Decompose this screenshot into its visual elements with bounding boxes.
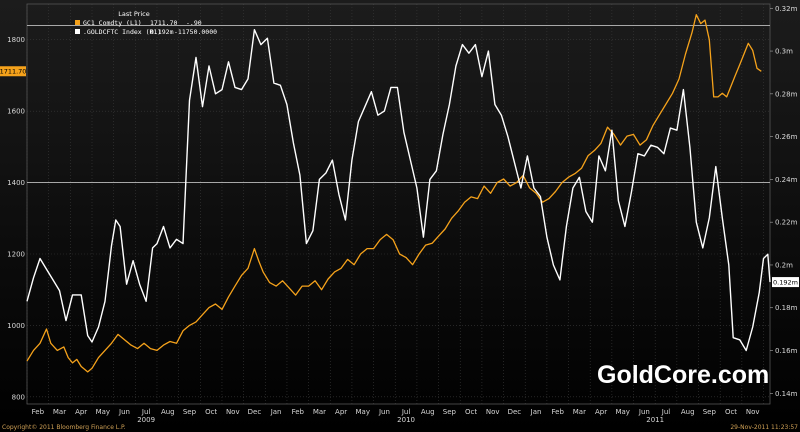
x-tick-label: Mar xyxy=(573,408,586,416)
x-tick-label: Aug xyxy=(421,408,435,416)
x-tick-label: Mar xyxy=(53,408,66,416)
x-tick-label: Apr xyxy=(75,408,87,416)
x-tick-label: Aug xyxy=(681,408,695,416)
legend-swatch-index xyxy=(75,29,80,34)
footer-timestamp: 29-Nov-2011 11:23:57 xyxy=(730,424,798,431)
x-tick-label: Feb xyxy=(32,408,45,416)
x-tick-label: Sep xyxy=(703,408,717,416)
x-tick-label: Jan xyxy=(270,408,282,416)
x-tick-label: Jun xyxy=(378,408,390,416)
x-axis: Feb Mar Apr May Jun Jul Aug Sep Oct Nov Dec Jan Feb M… xyxy=(32,408,760,424)
right-tick-label: 0.24m xyxy=(775,176,798,184)
year-label: 2010 xyxy=(397,416,415,424)
plot-border xyxy=(26,3,771,405)
x-tick-label: Jun xyxy=(118,408,130,416)
legend-title: Last Price xyxy=(118,10,149,18)
x-tick-label: Sep xyxy=(443,408,457,416)
last-tag-right-label: 0.192m xyxy=(773,278,798,286)
right-tick-label: 0.3m xyxy=(775,48,793,56)
right-axis: 0.14m 0.16m 0.18m 0.2m 0.22m 0.24m 0.26m 0.28m 0… xyxy=(770,5,798,398)
right-tick-label: 0.2m xyxy=(775,261,793,269)
right-tick-label: 0.28m xyxy=(775,90,798,98)
left-tick-label: 800 xyxy=(12,393,25,401)
series-line-index xyxy=(26,29,771,352)
watermark: GoldCore.com xyxy=(597,361,769,389)
x-tick-label: May xyxy=(615,408,629,416)
x-tick-label: May xyxy=(96,408,110,416)
right-tick-label: 0.26m xyxy=(775,133,798,141)
last-tag-left-label: 1711.70 xyxy=(0,68,26,76)
legend-value-gold: 1711.70 xyxy=(150,19,177,27)
last-tag-left-bg xyxy=(0,66,26,77)
last-value-tags: 1711.70 0.192m xyxy=(0,66,799,288)
right-tick-label: 0.22m xyxy=(775,219,798,227)
legend-change-gold: -.90 xyxy=(186,19,202,27)
x-tick-label: Apr xyxy=(595,408,607,416)
legend-label-gold: GC1 Comdty (L1) xyxy=(83,19,142,27)
left-tick-label: 1000 xyxy=(7,322,25,330)
footer-copyright: Copyright© 2011 Bloomberg Finance L.P. xyxy=(2,424,126,431)
x-tick-label: Oct xyxy=(465,408,477,416)
x-tick-label: Apr xyxy=(335,408,347,416)
x-tick-label: Jul xyxy=(661,408,671,416)
x-tick-label: Dec xyxy=(248,408,262,416)
x-tick-label: Nov xyxy=(486,408,500,416)
x-tick-label: Sep xyxy=(183,408,197,416)
x-tick-label: Aug xyxy=(161,408,175,416)
x-tick-label: Feb xyxy=(552,408,565,416)
last-tag-right-bg xyxy=(772,277,799,288)
x-tick-label: Dec xyxy=(508,408,522,416)
legend: Last Price GC1 Comdty (L1) 1711.70 -.90 … xyxy=(75,10,217,36)
legend-change-index: -11750.0000 xyxy=(174,28,217,36)
right-tick-label: 0.32m xyxy=(775,5,798,13)
x-tick-label: Mar xyxy=(313,408,326,416)
x-tick-label: May xyxy=(356,408,370,416)
series-layer xyxy=(26,14,771,373)
x-tick-label: Jan xyxy=(530,408,542,416)
legend-value-index: 0.192m xyxy=(150,28,174,36)
left-tick-label: 1800 xyxy=(7,36,25,44)
right-tick-label: 0.14m xyxy=(775,390,798,398)
x-tick-label: Nov xyxy=(746,408,760,416)
x-tick-label: Oct xyxy=(205,408,217,416)
right-tick-label: 0.16m xyxy=(775,347,798,355)
year-label: 2011 xyxy=(646,416,664,424)
x-tick-label: Feb xyxy=(292,408,305,416)
x-tick-label: Jun xyxy=(638,408,650,416)
left-tick-label: 1200 xyxy=(7,251,25,259)
x-tick-label: Nov xyxy=(226,408,240,416)
legend-swatch-gold xyxy=(75,20,80,25)
left-tick-label: 1400 xyxy=(7,179,25,187)
right-tick-label: 0.18m xyxy=(775,304,798,312)
x-tick-label: Oct xyxy=(725,408,737,416)
left-axis: 800 1000 1200 1400 1600 1800 xyxy=(7,36,25,401)
year-label: 2009 xyxy=(137,416,155,424)
grid xyxy=(26,3,771,405)
series-line-gold xyxy=(26,14,762,373)
x-tick-label: Jul xyxy=(401,408,411,416)
left-tick-label: 1600 xyxy=(7,108,25,116)
x-tick-label: Jul xyxy=(141,408,151,416)
legend-label-index: .GOLDCFTC Index (R1) xyxy=(83,28,161,36)
reference-lines xyxy=(27,25,770,183)
